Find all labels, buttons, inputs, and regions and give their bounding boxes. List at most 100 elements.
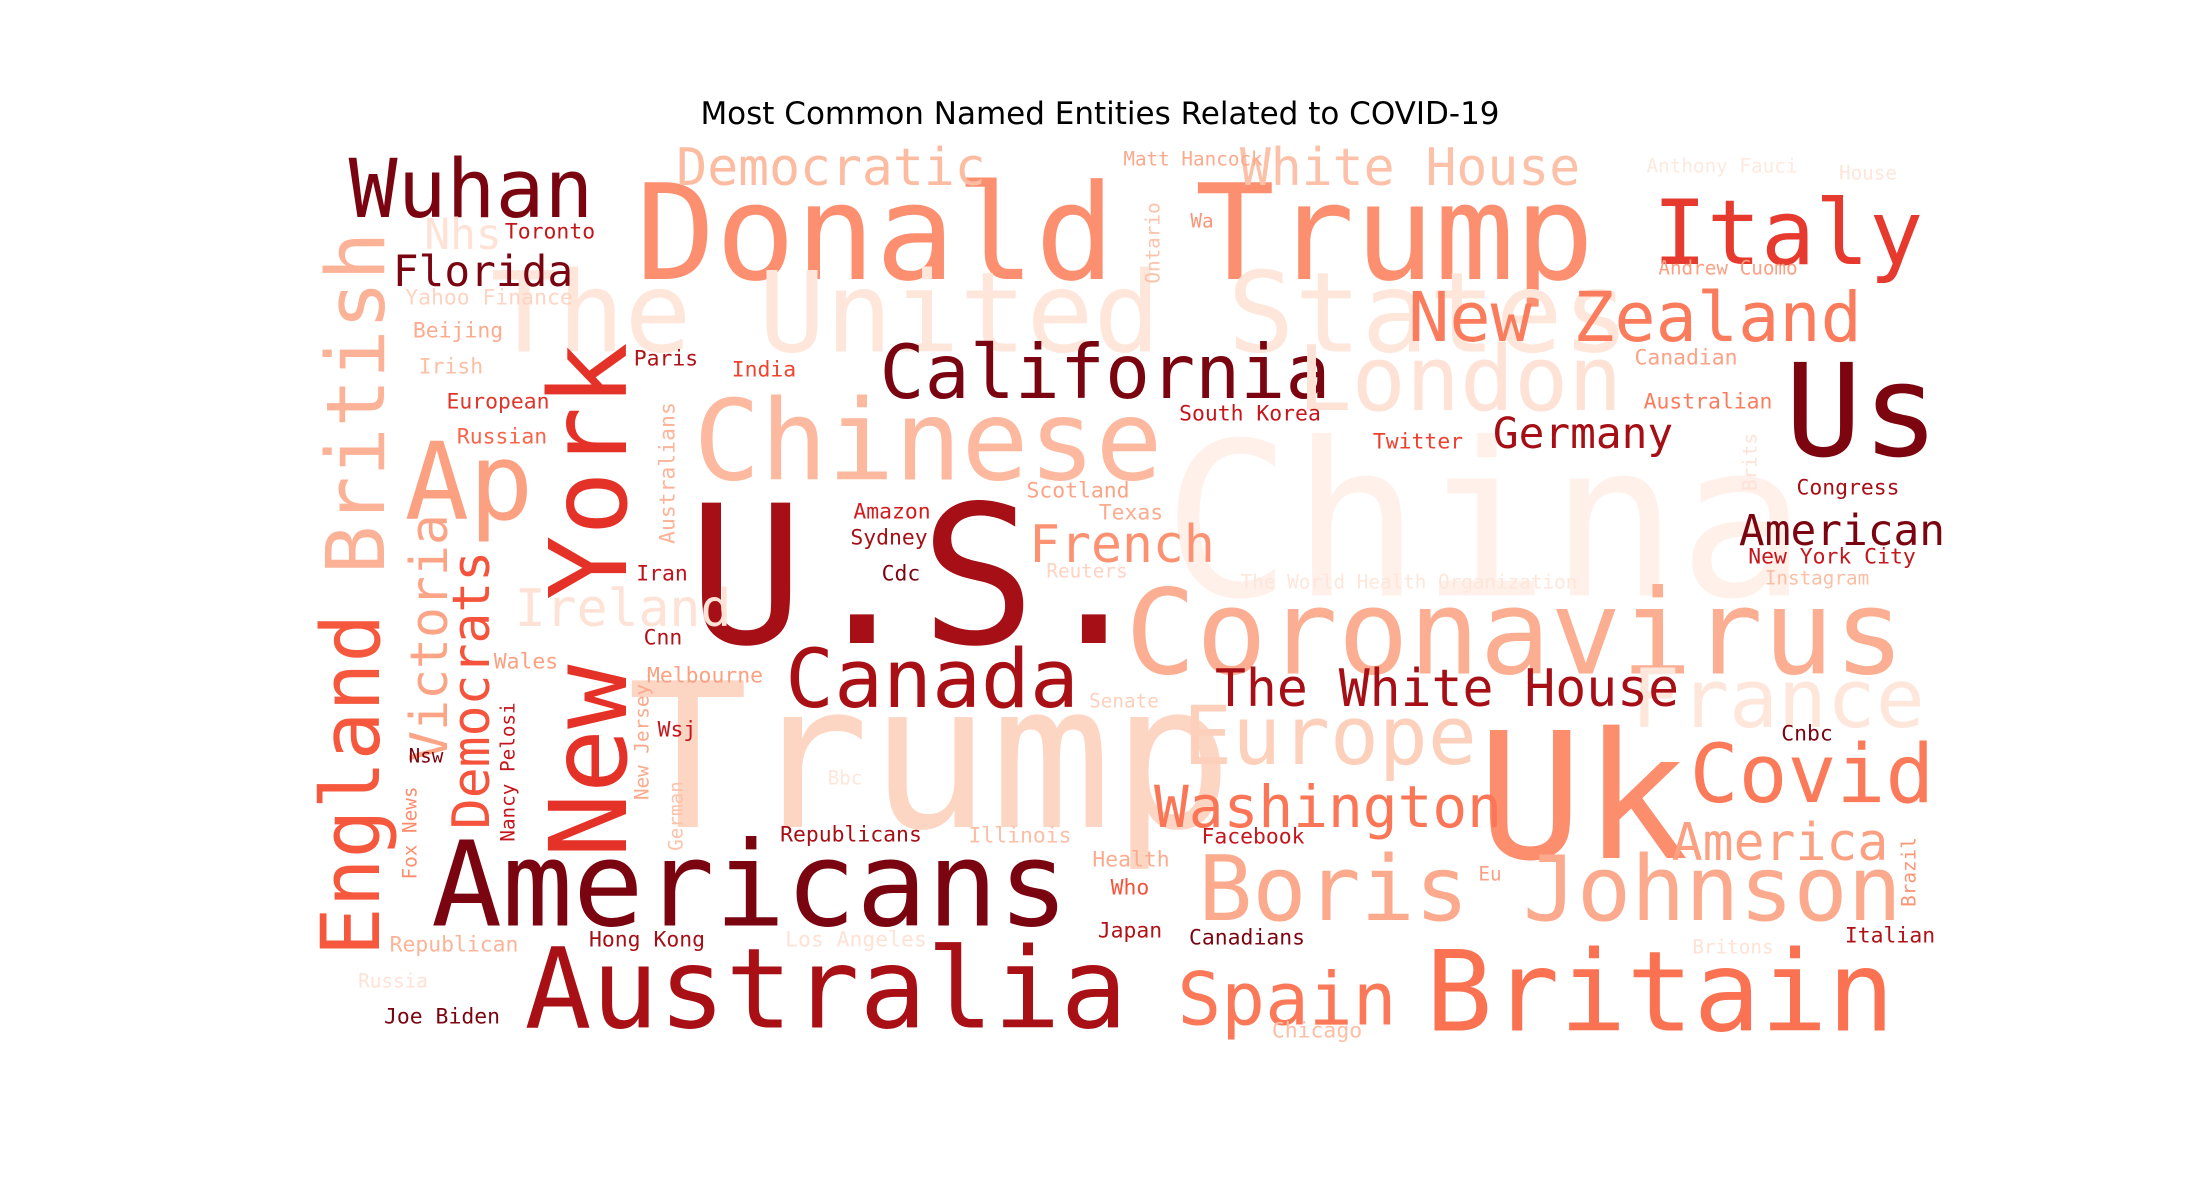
word-america: America [1672, 813, 1889, 873]
word-canadian: Canadian [1634, 346, 1737, 371]
word-u-s: U.S. [688, 465, 1152, 689]
word-new-york: New York [528, 342, 652, 857]
word-americans: Americans [431, 817, 1069, 954]
word-canadians: Canadians [1189, 926, 1305, 951]
word-los-angeles: Los Angeles [785, 928, 927, 953]
word-bbc: Bbc [828, 767, 863, 790]
word-south-korea: South Korea [1179, 402, 1321, 427]
word-california: California [880, 328, 1331, 416]
word-europe: Europe [1183, 690, 1477, 784]
word-white-house: White House [1240, 138, 1580, 198]
word-british: British [310, 232, 404, 575]
word-democratic: Democratic [676, 138, 985, 198]
word-china: China [1163, 398, 1807, 647]
word-anthony-fauci: Anthony Fauci [1647, 155, 1798, 178]
word-chinese: Chinese [693, 378, 1162, 507]
word-cnbc: Cnbc [1781, 722, 1833, 747]
word-illinois: Illinois [968, 824, 1071, 849]
word-spain: Spain [1177, 958, 1396, 1043]
word-sydney: Sydney [850, 526, 927, 551]
word-facebook: Facebook [1201, 825, 1304, 850]
word-cdc: Cdc [882, 562, 921, 587]
word-france: France [1631, 653, 1925, 747]
word-american: American [1739, 506, 1945, 556]
word-nsw: Nsw [409, 745, 444, 768]
word-italy: Italy [1653, 182, 1924, 286]
word-new-york-city: New York City [1748, 545, 1916, 570]
word-florida: Florida [393, 247, 573, 297]
word-republican: Republican [390, 933, 519, 958]
word-us: Us [1785, 338, 1940, 487]
word-house: House [1839, 162, 1897, 185]
word-hong-kong: Hong Kong [589, 928, 705, 953]
word-nhs: Nhs [424, 210, 501, 260]
word-the-world-health-organization: The World Health Organization [1241, 571, 1578, 594]
word-covid: Covid [1690, 728, 1935, 822]
word-new-zealand: New Zealand [1408, 278, 1862, 358]
word-fox-news: Fox News [399, 787, 422, 880]
word-texas: Texas [1099, 501, 1163, 526]
word-matt-hancock: Matt Hancock [1123, 148, 1263, 171]
word-britons: Britons [1692, 936, 1773, 959]
word-ontario: Ontario [1142, 202, 1165, 283]
word-iran: Iran [636, 562, 688, 587]
word-joe-biden: Joe Biden [384, 1005, 500, 1030]
word-donald-trump: Donald Trump [636, 157, 1595, 311]
word-eu: Eu [1478, 863, 1501, 886]
word-victoria: Victoria [400, 514, 460, 762]
word-england: England [305, 614, 399, 957]
word-germany: Germany [1493, 409, 1673, 459]
word-coronavirus: Coronavirus [1125, 565, 1904, 702]
word-australians: Australians [656, 402, 681, 544]
word-washington: Washington [1154, 773, 1502, 841]
word-wales: Wales [494, 650, 558, 675]
word-australian: Australian [1644, 390, 1773, 415]
word-russian: Russian [457, 425, 547, 450]
word-yahoo-finance: Yahoo Finance [405, 286, 572, 311]
chart-title: Most Common Named Entities Related to CO… [700, 96, 1500, 132]
word-german: German [665, 781, 688, 851]
word-trump: Trump [627, 641, 1233, 875]
word-amazon: Amazon [853, 500, 930, 525]
word-india: India [732, 358, 796, 383]
word-democrats: Democrats [442, 551, 502, 829]
word-london: London [1298, 328, 1623, 432]
word-britain: Britain [1425, 929, 1894, 1058]
word-uk: Uk [1477, 696, 1688, 900]
word-the-united-states: The United States [490, 250, 1629, 379]
word-russia: Russia [358, 970, 428, 993]
word-senate: Senate [1089, 690, 1159, 713]
word-cnn: Cnn [644, 626, 683, 651]
word-chicago: Chicago [1272, 1019, 1362, 1044]
word-canada: Canada [785, 633, 1079, 727]
word-wsj: Wsj [658, 718, 697, 743]
word-reuters: Reuters [1046, 560, 1127, 583]
word-italian: Italian [1845, 924, 1935, 949]
word-wuhan: Wuhan [349, 143, 594, 237]
word-nancy-pelosi: Nancy Pelosi [497, 702, 520, 841]
word-australia: Australia [524, 926, 1127, 1055]
word-who: Who [1111, 876, 1150, 901]
word-new-jersey: New Jersey [631, 684, 654, 800]
word-boris-johnson: Boris Johnson [1198, 838, 1902, 942]
word-the-white-house: The White House [1215, 659, 1679, 719]
word-paris: Paris [634, 347, 698, 372]
word-scotland: Scotland [1026, 479, 1129, 504]
word-andrew-cuomo: Andrew Cuomo [1658, 257, 1797, 280]
word-twitter: Twitter [1373, 430, 1463, 455]
word-melbourne: Melbourne [647, 664, 763, 689]
word-irish: Irish [419, 355, 483, 380]
word-beijing: Beijing [413, 319, 503, 344]
word-republicans: Republicans [780, 823, 922, 848]
word-european: European [446, 390, 549, 415]
word-brits: Brits [1739, 433, 1762, 491]
word-instagram: Instagram [1765, 567, 1869, 590]
word-toronto: Toronto [505, 220, 595, 245]
word-brazil: Brazil [1898, 837, 1921, 907]
word-ireland: Ireland [515, 579, 732, 639]
word-japan: Japan [1098, 919, 1162, 944]
word-congress: Congress [1796, 476, 1899, 501]
word-health: Health [1092, 848, 1169, 873]
